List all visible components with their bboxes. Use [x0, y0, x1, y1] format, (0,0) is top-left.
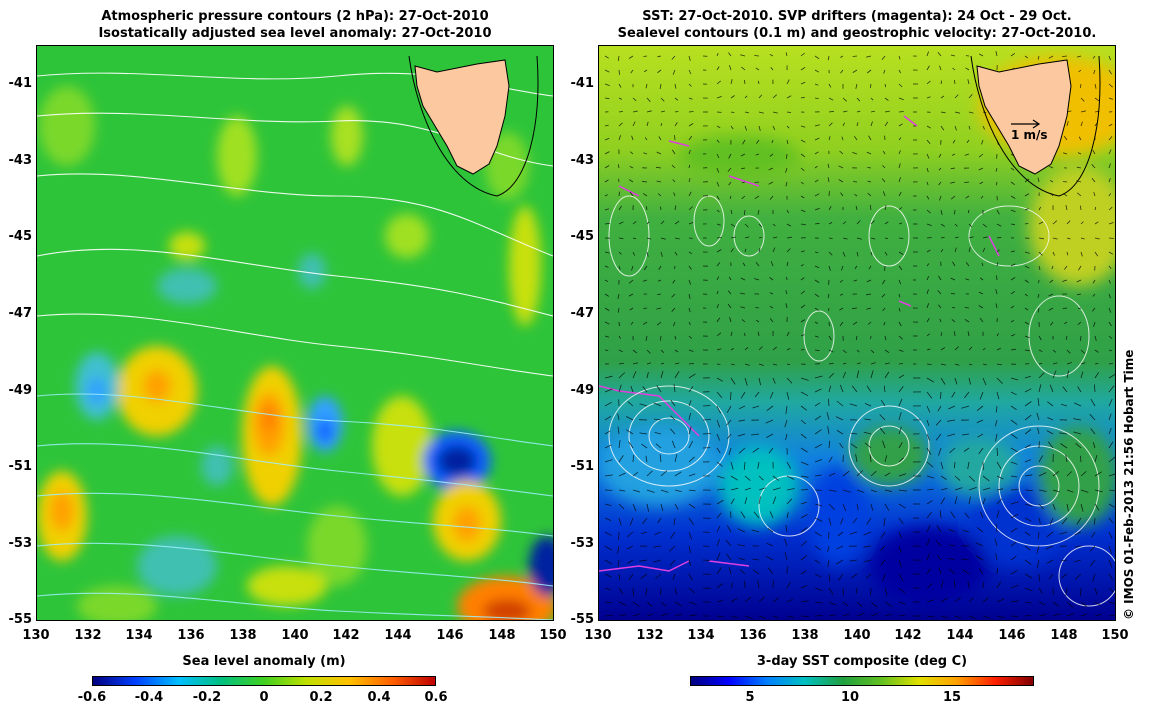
- x-tick: 150: [539, 628, 567, 643]
- x-tick: 144: [946, 628, 974, 643]
- x-tick: 132: [74, 628, 102, 643]
- sst-cbar-tick: 5: [745, 690, 755, 705]
- x-tick: 146: [436, 628, 464, 643]
- scale-arrow-label: 1 m/s: [1011, 128, 1048, 142]
- right-title-line2: Sealevel contours (0.1 m) and geostrophi…: [617, 26, 1097, 41]
- y-tick: -55: [570, 612, 595, 627]
- x-tick: 148: [1050, 628, 1078, 643]
- left-title-line2: Isostatically adjusted sea level anomaly…: [98, 26, 492, 41]
- x-tick: 138: [229, 628, 257, 643]
- y-tick: -49: [570, 383, 595, 398]
- sst-cbar-tick: 10: [840, 690, 860, 705]
- y-tick: -41: [8, 76, 33, 91]
- tasmania-land-sst: [976, 59, 1072, 175]
- y-tick: -53: [8, 536, 33, 551]
- x-tick: 142: [332, 628, 360, 643]
- sst-colorbar: [690, 676, 1034, 686]
- x-tick: 144: [384, 628, 412, 643]
- x-tick: 136: [177, 628, 205, 643]
- sst-map: 1 m/s: [598, 45, 1116, 621]
- x-tick: 136: [739, 628, 767, 643]
- sla-cbar-tick: 0.2: [309, 690, 333, 705]
- scale-arrow: [1011, 119, 1041, 129]
- imos-credit: © IMOS 01-Feb-2013 21:56 Hobart Time: [1122, 349, 1136, 620]
- x-tick: 140: [843, 628, 871, 643]
- y-tick: -45: [570, 229, 595, 244]
- right-title: SST: 27-Oct-2010. SVP drifters (magenta)…: [598, 8, 1116, 42]
- y-tick: -55: [8, 612, 33, 627]
- y-tick: -53: [570, 536, 595, 551]
- sla-cbar-tick: -0.4: [134, 690, 164, 705]
- left-title: Atmospheric pressure contours (2 hPa): 2…: [36, 8, 554, 42]
- x-tick: 150: [1101, 628, 1129, 643]
- sla-cbar-tick: -0.6: [77, 690, 107, 705]
- y-tick: -47: [8, 306, 33, 321]
- x-tick: 134: [125, 628, 153, 643]
- x-tick: 132: [636, 628, 664, 643]
- x-tick: 148: [488, 628, 516, 643]
- sla-colorbar-title: Sea level anomaly (m): [182, 654, 346, 669]
- y-tick: -43: [8, 153, 33, 168]
- left-title-line1: Atmospheric pressure contours (2 hPa): 2…: [101, 9, 489, 24]
- y-tick: -43: [570, 153, 595, 168]
- sla-cbar-tick: -0.2: [192, 690, 222, 705]
- y-tick: -49: [8, 383, 33, 398]
- tasmania-land: [414, 59, 510, 175]
- x-tick: 140: [281, 628, 309, 643]
- x-tick: 134: [687, 628, 715, 643]
- sla-map: [36, 45, 554, 621]
- sla-cbar-tick: 0: [259, 690, 269, 705]
- x-tick: 142: [894, 628, 922, 643]
- sla-cbar-tick: 0.6: [424, 690, 448, 705]
- y-tick: -41: [570, 76, 595, 91]
- y-tick: -47: [570, 306, 595, 321]
- sst-cbar-tick: 15: [942, 690, 962, 705]
- sla-cbar-tick: 0.4: [367, 690, 391, 705]
- sla-colorbar: [92, 676, 436, 686]
- x-tick: 138: [791, 628, 819, 643]
- x-tick: 146: [998, 628, 1026, 643]
- right-title-line1: SST: 27-Oct-2010. SVP drifters (magenta)…: [642, 9, 1072, 24]
- y-tick: -45: [8, 229, 33, 244]
- sst-colorbar-title: 3-day SST composite (deg C): [756, 654, 968, 669]
- x-tick: 130: [22, 628, 50, 643]
- x-tick: 130: [584, 628, 612, 643]
- y-tick: -51: [8, 459, 33, 474]
- y-tick: -51: [570, 459, 595, 474]
